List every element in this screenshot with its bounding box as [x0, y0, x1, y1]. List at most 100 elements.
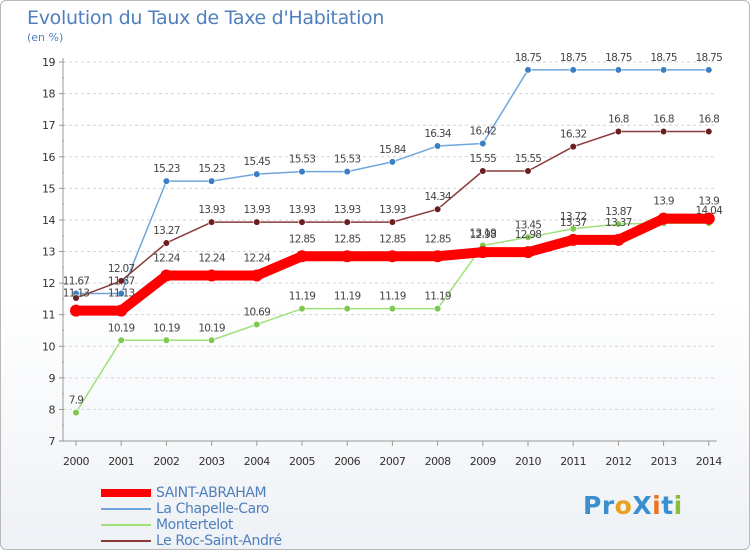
data-label: 10.19 — [108, 322, 135, 334]
data-label: 16.42 — [470, 126, 497, 138]
data-point — [434, 305, 442, 313]
logo-letter: X — [632, 491, 653, 520]
legend-label: Montertelot — [156, 517, 234, 533]
data-label: 15.23 — [198, 163, 225, 175]
legend-label: SAINT-ABRAHAM — [156, 485, 267, 501]
data-label: 12.24 — [153, 253, 181, 265]
data-point — [702, 212, 715, 225]
data-point — [296, 250, 308, 263]
data-point — [160, 269, 173, 282]
data-label: 10.69 — [244, 306, 271, 318]
data-label: 13.93 — [198, 204, 225, 216]
data-point — [70, 304, 82, 317]
data-label: 14.04 — [696, 205, 724, 217]
y-tick-label: 8 — [49, 403, 56, 416]
data-point — [657, 212, 670, 225]
x-tick-label: 2004 — [244, 455, 270, 468]
x-tick-label: 2001 — [108, 455, 134, 468]
x-tick-label: 2013 — [651, 455, 677, 468]
data-label: 13.93 — [244, 204, 271, 216]
data-point — [705, 66, 713, 74]
data-point — [343, 218, 351, 226]
data-label: 11.19 — [424, 291, 451, 303]
data-label: 15.55 — [515, 153, 542, 165]
data-label: 12.98 — [470, 229, 497, 241]
series-lines — [70, 66, 715, 417]
data-label: 13.19 — [470, 228, 497, 240]
data-point — [341, 250, 354, 263]
data-point — [208, 177, 216, 185]
logo-letter: r — [601, 491, 615, 520]
data-point — [434, 205, 442, 213]
data-point — [343, 168, 351, 176]
legend-swatch — [101, 508, 151, 510]
logo-letter: i — [673, 491, 683, 520]
data-point — [614, 127, 623, 136]
data-label: 12.07 — [108, 263, 135, 275]
legend-swatch — [101, 489, 151, 497]
legend-swatch — [101, 540, 151, 542]
x-tick-label: 2011 — [560, 455, 586, 468]
data-point — [388, 218, 397, 226]
y-tick-label: 15 — [42, 182, 55, 195]
data-label: 12.85 — [334, 233, 361, 245]
y-tick-label: 18 — [42, 88, 55, 101]
data-label: 15.23 — [153, 163, 180, 175]
data-point — [569, 225, 577, 233]
chart-title: Evolution du Taux de Taxe d'Habitation — [27, 7, 385, 29]
data-label: 15.45 — [244, 156, 271, 168]
data-point — [208, 218, 216, 226]
data-label: 13.93 — [334, 204, 361, 216]
data-label: 13.37 — [605, 217, 632, 229]
data-label: 16.8 — [699, 114, 720, 126]
data-label: 11.67 — [63, 276, 90, 288]
data-point — [659, 127, 668, 136]
x-tick-label: 2010 — [515, 455, 541, 468]
data-point — [612, 233, 625, 246]
data-label: 11.67 — [108, 276, 135, 288]
axes: 7 8 9 10 11 12 13 14 15 16 17 18 19 2000 2001 2002 2003 2… — [42, 56, 723, 468]
data-point — [567, 233, 580, 246]
data-point — [388, 305, 397, 313]
data-point — [208, 336, 216, 344]
y-tick-label: 17 — [42, 119, 55, 132]
data-point — [250, 269, 263, 282]
data-label: 12.85 — [379, 233, 406, 245]
y-tick-label: 19 — [42, 56, 55, 69]
data-label: 15.53 — [334, 154, 361, 166]
data-point — [253, 320, 261, 329]
data-label: 11.19 — [289, 291, 316, 303]
data-label: 12.24 — [244, 253, 272, 265]
data-label: 13.9 — [653, 196, 674, 208]
logo-letter: P — [583, 491, 602, 520]
data-label: 18.75 — [605, 52, 632, 64]
y-tick-label: 14 — [42, 214, 55, 227]
legend-swatch — [101, 524, 151, 526]
data-point — [614, 220, 623, 228]
x-tick-label: 2012 — [605, 455, 631, 468]
legend-label: La Chapelle-Caro — [156, 501, 269, 517]
data-label: 10.19 — [153, 322, 180, 334]
x-tick-label: 2009 — [470, 455, 496, 468]
data-point — [205, 269, 218, 282]
data-point — [386, 250, 399, 263]
data-point — [524, 167, 532, 175]
data-label: 12.85 — [289, 233, 316, 245]
data-label: 13.72 — [560, 211, 587, 223]
data-label: 16.34 — [424, 128, 452, 140]
data-label: 13.87 — [605, 206, 632, 218]
data-label: 13.93 — [379, 204, 406, 216]
grid-lines — [63, 61, 717, 410]
y-tick-label: 7 — [49, 435, 56, 448]
data-point — [162, 177, 170, 185]
data-point — [434, 142, 442, 150]
data-point — [117, 336, 125, 344]
x-tick-label: 2002 — [153, 455, 179, 468]
x-tick-label: 2014 — [696, 455, 722, 468]
data-point — [431, 250, 444, 263]
data-label: 15.55 — [470, 153, 497, 165]
data-label: 18.75 — [650, 52, 677, 64]
data-label: 18.75 — [696, 52, 723, 64]
x-tick-label: 2007 — [379, 455, 405, 468]
